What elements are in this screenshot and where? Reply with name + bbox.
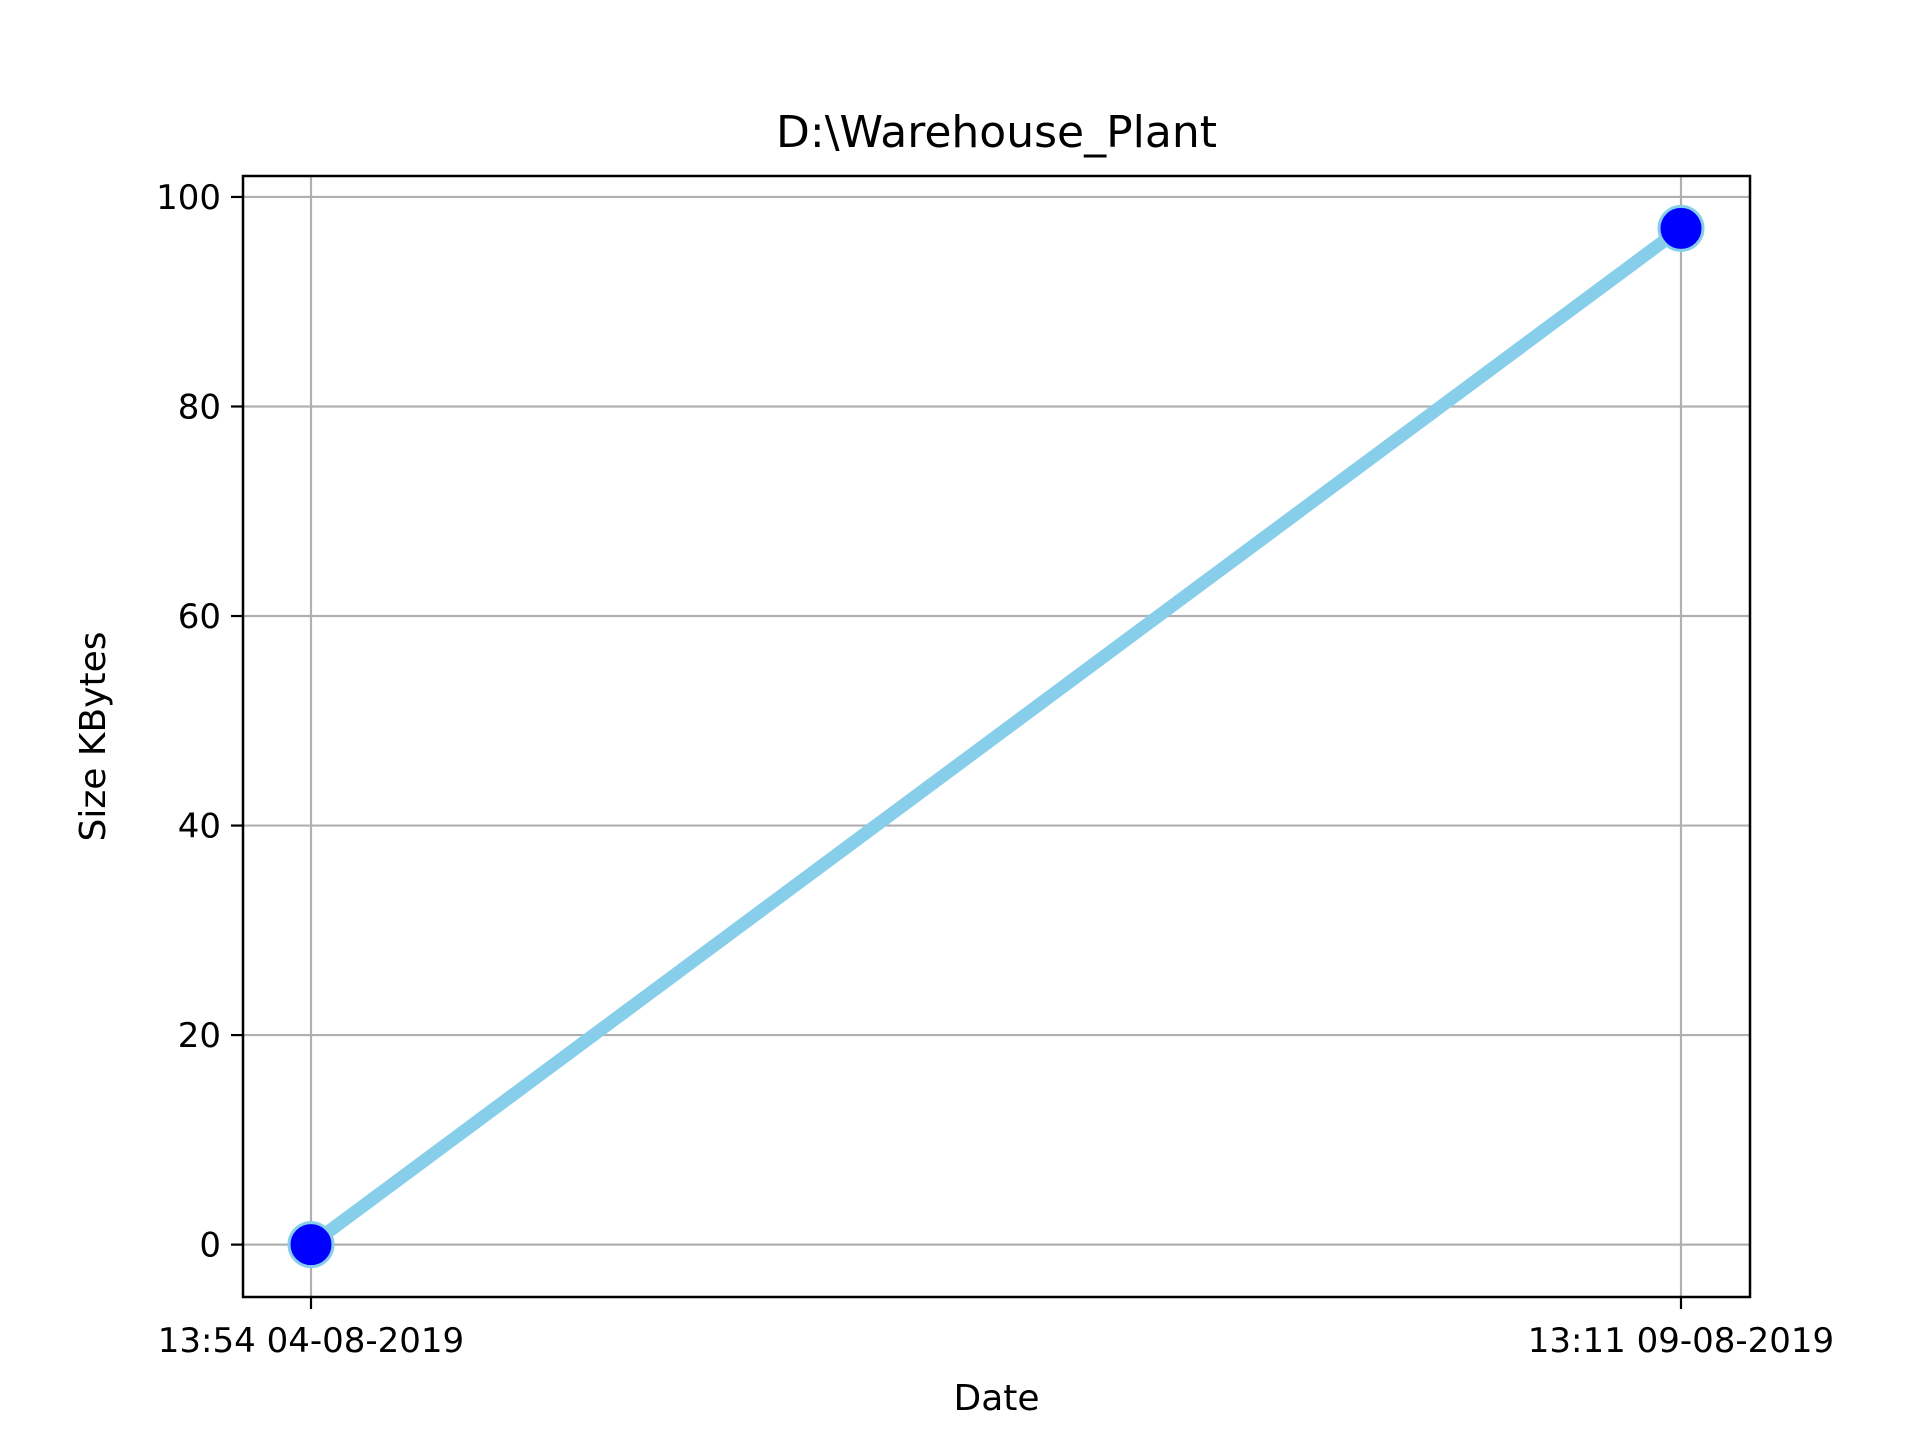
series-line	[307, 223, 1685, 1250]
chart-title: D:\Warehouse_Plant	[776, 107, 1217, 158]
y-tick-label: 20	[178, 1016, 221, 1056]
y-tick-label: 80	[178, 387, 221, 427]
grid	[243, 176, 1750, 1297]
y-tick-label: 40	[178, 807, 221, 847]
y-tick-label: 60	[178, 597, 221, 637]
data-point-marker	[1657, 204, 1705, 252]
plot-frame	[241, 174, 1752, 1299]
y-tick-label: 0	[199, 1226, 221, 1266]
data-point-marker	[287, 1221, 335, 1269]
y-tick-label: 100	[156, 178, 221, 218]
x-axis-label: Date	[953, 1378, 1039, 1419]
x-tick-label: 13:11 09-08-2019	[1528, 1321, 1834, 1361]
x-tick-label: 13:54 04-08-2019	[158, 1321, 464, 1361]
y-axis-label: Size KBytes	[73, 632, 114, 842]
series-layer	[287, 204, 1705, 1269]
ticks: 0 20 40 60 80 100 13:54 04-08-2019 13:11 09-08-…	[156, 178, 1834, 1361]
